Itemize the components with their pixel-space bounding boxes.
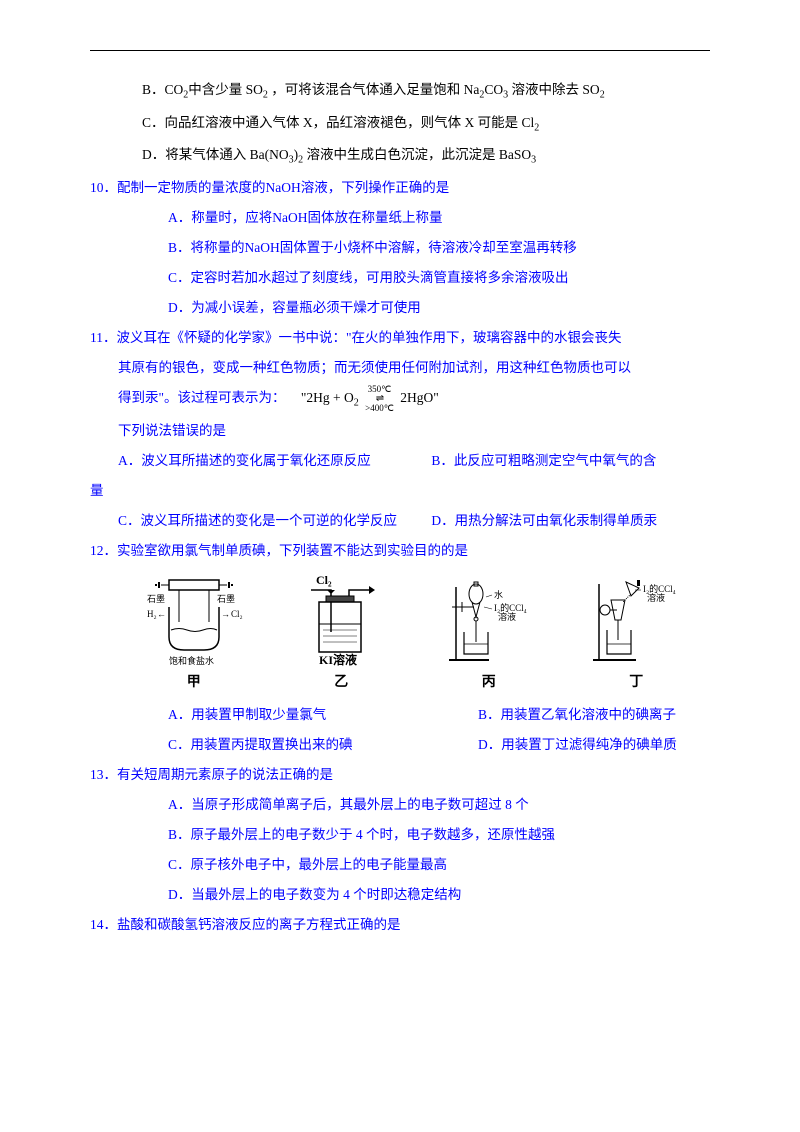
diagram-yi: Cl₂ KI溶液 [268, 572, 416, 667]
svg-text:石墨: 石墨 [147, 594, 165, 604]
q10-stem: 10．配制一定物质的量浓度的NaOH溶液，下列操作正确的是 [90, 174, 710, 201]
svg-text:溶液: 溶液 [647, 592, 665, 603]
diagram-bing: 水 I₂的CCl₄ 溶液 [415, 572, 563, 667]
q13-option-D: D．当最外层上的电子数变为 4 个时即达稳定结构 [90, 881, 710, 908]
top-rule [90, 50, 710, 51]
q10-option-A: A．称量时，应将NaOH固体放在称量纸上称量 [90, 204, 710, 231]
svg-text:溶液: 溶液 [498, 611, 516, 622]
q11-options-CD: C．波义耳所描述的变化是一个可逆的化学反应 D．用热分解法可由氧化汞制得单质汞 [90, 507, 710, 534]
q11-option-B-tail: 量 [90, 477, 710, 504]
q10-option-D: D．为减小误差，容量瓶必须干燥才可使用 [90, 294, 710, 321]
q11-stem-line2: 其原有的银色，变成一种红色物质；而无须使用任何附加试剂，用这种红色物质也可以 [90, 354, 710, 381]
svg-text:Cl₂: Cl₂ [231, 609, 243, 619]
diagram-jia: 石墨 石墨 H₂ ← → Cl₂ 饱和食盐水 [120, 572, 268, 667]
q12-diagram-labels: 甲 乙 丙 丁 [120, 671, 710, 691]
q12-diagrams: 石墨 石墨 H₂ ← → Cl₂ 饱和食盐水 Cl₂ [120, 572, 710, 667]
svg-text:←: ← [157, 609, 166, 619]
q13-option-C: C．原子核外电子中，最外层上的电子能量最高 [90, 851, 710, 878]
q13-stem: 13．有关短周期元素原子的说法正确的是 [90, 761, 710, 788]
q11-stem-line4: 下列说法错误的是 [90, 417, 710, 444]
q10-option-C: C．定容时若加水超过了刻度线，可用胶头滴管直接将多余溶液吸出 [90, 264, 710, 291]
q13-option-A: A．当原子形成简单离子后，其最外层上的电子数可超过 8 个 [90, 791, 710, 818]
svg-text:饱和食盐水: 饱和食盐水 [169, 655, 214, 666]
svg-text:石墨: 石墨 [217, 594, 235, 604]
q11-options-AB: A．波义耳所描述的变化属于氧化还原反应 B．此反应可粗略测定空气中氧气的含 [90, 447, 710, 474]
q9-option-C: C．向品红溶液中通入气体 X，品红溶液褪色，则气体 X 可能是 Cl2 [90, 109, 710, 139]
q9-option-B: B．CO2中含少量 SO2 ，可将该混合气体通入足量饱和 Na2CO3 溶液中除… [90, 76, 710, 106]
svg-text:水: 水 [494, 589, 503, 600]
q12-stem: 12．实验室欲用氯气制单质碘，下列装置不能达到实验目的的是 [90, 537, 710, 564]
diagram-ding: I₂的CCl₄ 溶液 [563, 572, 711, 667]
q14-stem: 14．盐酸和碳酸氢钙溶液反应的离子方程式正确的是 [90, 911, 710, 938]
svg-text:Cl₂: Cl₂ [316, 573, 332, 587]
q9-option-D: D．将某气体通入 Ba(NO3)2 溶液中生成白色沉淀，此沉淀是 BaSO3 [90, 141, 710, 171]
q13-option-B: B．原子最外层上的电子数少于 4 个时，电子数越多，还原性越强 [90, 821, 710, 848]
q11-stem-line3: 得到汞"。该过程可表示为： "2Hg + O2 350℃ ⇌ >400℃ 2Hg… [90, 384, 710, 414]
svg-text:→: → [221, 609, 230, 619]
svg-text:H₂: H₂ [147, 609, 157, 619]
q12-options-CD: C．用装置丙提取置换出来的碘 D．用装置丁过滤得纯净的碘单质 [90, 731, 710, 758]
q12-options-AB: A．用装置甲制取少量氯气 B．用装置乙氧化溶液中的碘离子 [90, 701, 710, 728]
q10-option-B: B．将称量的NaOH固体置于小烧杯中溶解，待溶液冷却至室温再转移 [90, 234, 710, 261]
svg-text:KI溶液: KI溶液 [319, 652, 357, 667]
q11-stem-line1: 11．波义耳在《怀疑的化学家》一书中说："在火的单独作用下，玻璃容器中的水银会丧… [90, 324, 710, 351]
